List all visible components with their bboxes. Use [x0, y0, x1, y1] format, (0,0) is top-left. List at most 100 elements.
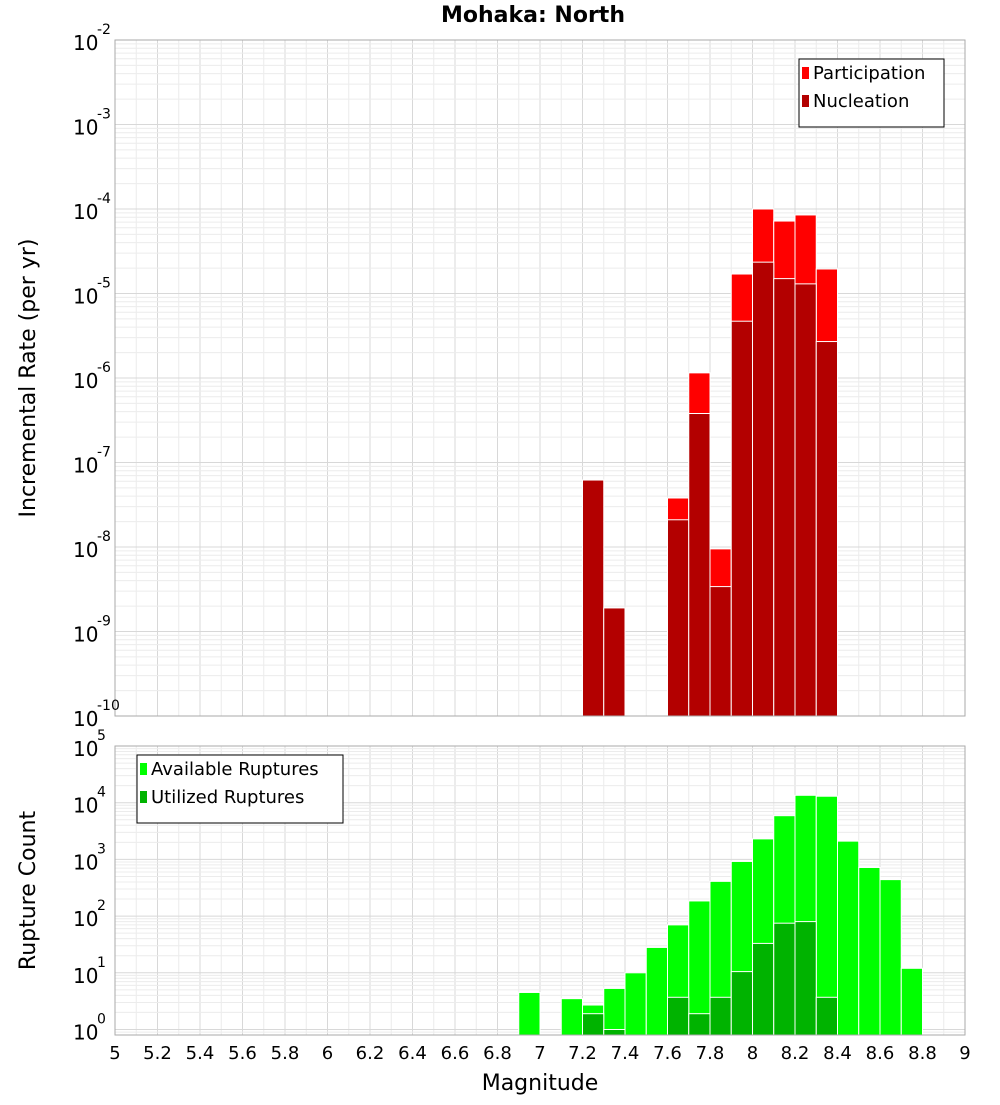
bar: [582, 479, 605, 717]
bar: [815, 341, 838, 717]
x-tick-label: 5.2: [143, 1043, 172, 1064]
y-axis-label: Incremental Rate (per yr): [16, 239, 41, 518]
x-tick-label: 8.4: [823, 1043, 852, 1064]
series-1: [582, 921, 838, 1036]
bar: [858, 866, 881, 1036]
y-tick-exponent: -2: [97, 22, 111, 38]
y-tick-exponent: -5: [97, 276, 111, 292]
chart-title: Mohaka: North: [441, 3, 625, 28]
y-tick-label: 10: [73, 794, 98, 818]
legend-swatch: [802, 67, 809, 79]
series-0: [518, 794, 923, 1036]
y-tick-label: 10: [73, 623, 98, 647]
bar: [560, 998, 583, 1036]
x-tick-label: 6.4: [398, 1043, 427, 1064]
y-tick-label: 10: [73, 31, 98, 55]
bar: [709, 996, 732, 1036]
bar: [667, 996, 690, 1036]
y-tick-label: 10: [73, 907, 98, 931]
bar: [794, 921, 817, 1036]
y-tick-label: 10: [73, 454, 98, 478]
y-tick-exponent: 0: [97, 1012, 106, 1028]
bar: [752, 942, 775, 1036]
y-tick-label: 10: [73, 538, 98, 562]
y-tick-label: 10: [73, 116, 98, 140]
x-tick-label: 5.8: [271, 1043, 300, 1064]
bar: [603, 607, 626, 717]
chart-panel-0: 10-1010-910-810-710-610-510-410-310-2Moh…: [16, 3, 966, 731]
bar: [837, 840, 860, 1036]
y-axis-label: Rupture Count: [16, 811, 41, 971]
x-tick-label: 7: [534, 1043, 545, 1064]
x-tick-label: 8: [747, 1043, 758, 1064]
y-tick-label: 10: [73, 200, 98, 224]
bar: [667, 519, 690, 717]
y-tick-exponent: -6: [97, 360, 111, 376]
bar: [879, 879, 902, 1036]
y-tick-exponent: 3: [97, 841, 106, 857]
x-tick-label: 8.6: [866, 1043, 895, 1064]
y-tick-exponent: -3: [97, 107, 111, 123]
x-tick-label: 7.8: [696, 1043, 725, 1064]
y-tick-exponent: 2: [97, 898, 106, 914]
legend-box: [136, 754, 344, 824]
y-tick-label: 10: [73, 369, 98, 393]
y-tick-exponent: -10: [97, 698, 120, 714]
legend-swatch: [140, 763, 147, 775]
y-tick-label: 10: [73, 707, 98, 731]
legend-label: Utilized Ruptures: [151, 787, 304, 808]
y-tick-label: 10: [73, 964, 98, 988]
bar: [752, 261, 775, 717]
y-tick-exponent: 5: [97, 728, 106, 744]
legend-box: [798, 58, 945, 128]
x-tick-label: 8.8: [908, 1043, 937, 1064]
x-tick-label: 7.6: [653, 1043, 682, 1064]
bar: [730, 971, 753, 1036]
bar: [773, 922, 796, 1036]
x-tick-label: 6.8: [483, 1043, 512, 1064]
bar: [645, 946, 668, 1036]
y-tick-exponent: -8: [97, 529, 111, 545]
legend-swatch: [802, 95, 809, 107]
bar: [688, 413, 711, 717]
y-tick-label: 10: [73, 850, 98, 874]
bar: [518, 991, 541, 1036]
x-ticks: 5 5.2 5.4 5.6 5.8 6 6.2 6.4 6.6 6.8 7 7.2 7.4 7.6 7.8 8…: [109, 1043, 970, 1064]
legend: Available Ruptures Utilized Ruptures: [136, 754, 344, 824]
legend-label: Available Ruptures: [151, 759, 319, 780]
bar: [603, 987, 626, 1036]
bar: [773, 278, 796, 717]
bar: [582, 1013, 605, 1036]
legend-label: Nucleation: [813, 91, 909, 112]
x-tick-label: 6: [322, 1043, 333, 1064]
bar: [730, 320, 753, 717]
x-tick-label: 6.6: [441, 1043, 470, 1064]
x-tick-label: 7.2: [568, 1043, 597, 1064]
y-tick-exponent: -9: [97, 614, 111, 630]
legend-swatch: [140, 791, 147, 803]
y-tick-exponent: -7: [97, 445, 111, 461]
x-tick-label: 7.4: [611, 1043, 640, 1064]
bar: [900, 967, 923, 1036]
y-tick-label: 10: [73, 737, 98, 761]
y-tick-exponent: 1: [97, 955, 106, 971]
legend-label: Participation: [813, 63, 925, 84]
series-1: [582, 261, 838, 717]
x-tick-label: 9: [959, 1043, 970, 1064]
y-tick-exponent: -4: [97, 191, 111, 207]
y-tick-label: 10: [73, 285, 98, 309]
bar: [815, 996, 838, 1036]
x-tick-label: 5.6: [228, 1043, 257, 1064]
x-tick-label: 8.2: [781, 1043, 810, 1064]
bar: [709, 586, 732, 717]
y-tick-label: 10: [73, 1021, 98, 1045]
plot-frame: [114, 39, 966, 717]
x-tick-label: 5.4: [186, 1043, 215, 1064]
legend: Participation Nucleation: [798, 58, 945, 128]
x-tick-label: 5: [109, 1043, 120, 1064]
